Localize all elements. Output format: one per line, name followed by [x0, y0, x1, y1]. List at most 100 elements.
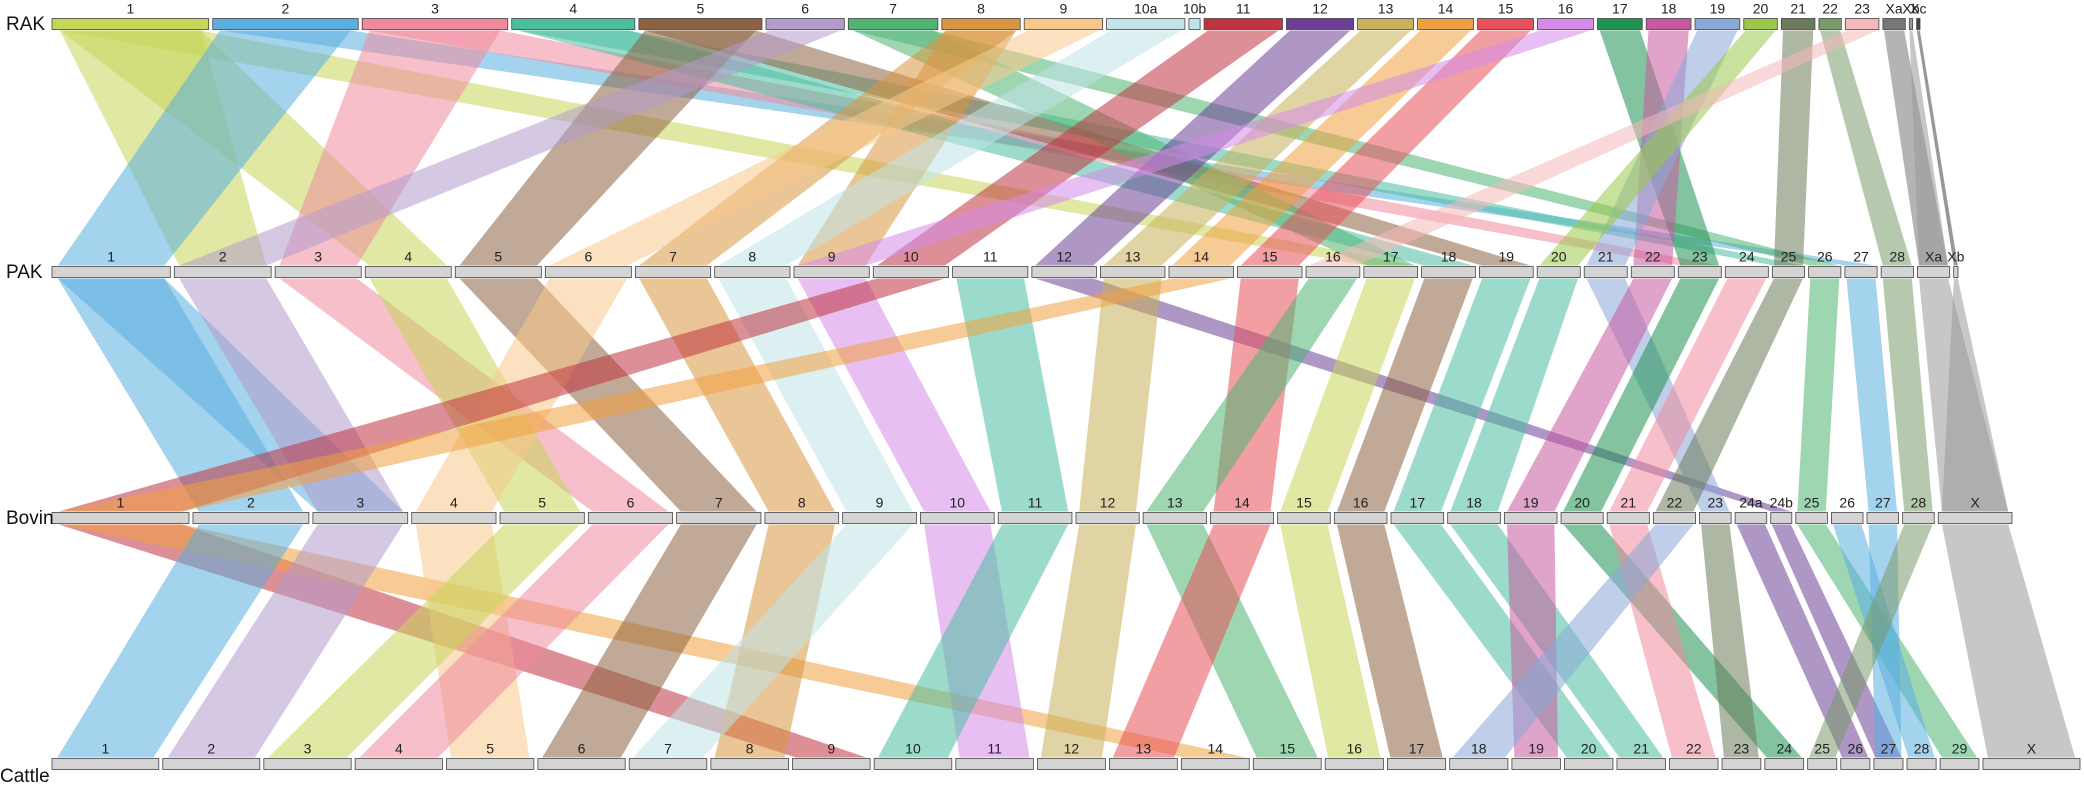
chromosome-bar[interactable]	[1536, 266, 1581, 278]
chromosome-bar[interactable]	[1937, 512, 2013, 524]
chromosome-bar[interactable]	[1286, 18, 1355, 30]
chromosome-bar[interactable]	[1023, 18, 1103, 30]
chromosome-bar[interactable]	[1630, 266, 1675, 278]
chromosome-bar[interactable]	[1694, 18, 1741, 30]
chromosome-bar[interactable]	[765, 18, 845, 30]
chromosome-bar[interactable]	[1831, 512, 1864, 524]
chromosome-bar[interactable]	[1645, 18, 1692, 30]
chromosome-bar[interactable]	[51, 758, 160, 770]
chromosome-bar[interactable]	[1583, 266, 1628, 278]
chromosome-bar[interactable]	[411, 512, 497, 524]
chromosome-bar[interactable]	[872, 266, 949, 278]
chromosome-bar[interactable]	[312, 512, 409, 524]
chromosome-bar[interactable]	[1390, 512, 1445, 524]
chromosome-bar[interactable]	[1564, 758, 1614, 770]
chromosome-bar[interactable]	[51, 266, 171, 278]
chromosome-bar[interactable]	[847, 18, 939, 30]
chromosome-bar[interactable]	[1417, 18, 1474, 30]
chromosome-bar[interactable]	[1917, 266, 1951, 278]
chromosome-bar[interactable]	[1252, 758, 1322, 770]
chromosome-bar[interactable]	[212, 18, 359, 30]
chromosome-bar[interactable]	[1560, 512, 1604, 524]
chromosome-bar[interactable]	[1031, 266, 1097, 278]
chromosome-bar[interactable]	[1844, 266, 1878, 278]
chromosome-bar[interactable]	[1652, 512, 1696, 524]
chromosome-bar[interactable]	[1421, 266, 1476, 278]
chromosome-bar[interactable]	[997, 512, 1073, 524]
chromosome-bar[interactable]	[192, 512, 310, 524]
chromosome-bar[interactable]	[1771, 266, 1806, 278]
chromosome-bar[interactable]	[1305, 266, 1361, 278]
chromosome-bar[interactable]	[1840, 758, 1871, 770]
chromosome-bar[interactable]	[1511, 758, 1561, 770]
chromosome-bar[interactable]	[634, 266, 712, 278]
chromosome-bar[interactable]	[1503, 512, 1558, 524]
chromosome-bar[interactable]	[1477, 18, 1534, 30]
chromosome-bar[interactable]	[173, 266, 272, 278]
chromosome-bar[interactable]	[1210, 512, 1275, 524]
chromosome-bar[interactable]	[1795, 512, 1828, 524]
chromosome-bar[interactable]	[499, 512, 585, 524]
chromosome-bar[interactable]	[1808, 266, 1842, 278]
chromosome-bar[interactable]	[1277, 512, 1331, 524]
chromosome-bar[interactable]	[941, 18, 1021, 30]
chromosome-bar[interactable]	[1479, 266, 1534, 278]
chromosome-bar[interactable]	[51, 512, 190, 524]
chromosome-bar[interactable]	[842, 512, 917, 524]
chromosome-bar[interactable]	[1844, 18, 1880, 30]
chromosome-bar[interactable]	[638, 18, 763, 30]
chromosome-bar[interactable]	[446, 758, 535, 770]
chromosome-bar[interactable]	[1908, 18, 1914, 30]
chromosome-bar[interactable]	[1333, 512, 1388, 524]
chromosome-bar[interactable]	[1606, 512, 1650, 524]
chromosome-bar[interactable]	[1699, 512, 1732, 524]
chromosome-bar[interactable]	[1677, 266, 1722, 278]
chromosome-bar[interactable]	[793, 266, 870, 278]
chromosome-bar[interactable]	[1363, 266, 1419, 278]
chromosome-bar[interactable]	[1780, 18, 1816, 30]
chromosome-bar[interactable]	[537, 758, 626, 770]
chromosome-bar[interactable]	[1616, 758, 1666, 770]
chromosome-bar[interactable]	[274, 266, 362, 278]
chromosome-bar[interactable]	[587, 512, 674, 524]
chromosome-bar[interactable]	[1770, 512, 1793, 524]
chromosome-bar[interactable]	[454, 266, 542, 278]
chromosome-bar[interactable]	[1387, 758, 1447, 770]
chromosome-bar[interactable]	[1734, 512, 1768, 524]
chromosome-bar[interactable]	[1357, 18, 1414, 30]
chromosome-bar[interactable]	[354, 758, 443, 770]
chromosome-bar[interactable]	[51, 18, 210, 30]
chromosome-bar[interactable]	[1597, 18, 1643, 30]
chromosome-bar[interactable]	[1537, 18, 1594, 30]
chromosome-bar[interactable]	[1880, 266, 1914, 278]
chromosome-bar[interactable]	[1075, 512, 1140, 524]
chromosome-bar[interactable]	[1203, 18, 1283, 30]
chromosome-bar[interactable]	[955, 758, 1034, 770]
chromosome-bar[interactable]	[1669, 758, 1719, 770]
chromosome-bar[interactable]	[1168, 266, 1234, 278]
chromosome-bar[interactable]	[361, 18, 509, 30]
chromosome-bar[interactable]	[1724, 266, 1769, 278]
chromosome-bar[interactable]	[952, 266, 1029, 278]
chromosome-bar[interactable]	[1237, 266, 1303, 278]
chromosome-bar[interactable]	[364, 266, 452, 278]
chromosome-bar[interactable]	[511, 18, 636, 30]
chromosome-bar[interactable]	[1866, 512, 1900, 524]
chromosome-bar[interactable]	[1324, 758, 1384, 770]
chromosome-bar[interactable]	[676, 512, 762, 524]
chromosome-bar[interactable]	[1882, 18, 1906, 30]
chromosome-bar[interactable]	[1906, 758, 1937, 770]
chromosome-bar[interactable]	[1037, 758, 1106, 770]
chromosome-bar[interactable]	[792, 758, 871, 770]
chromosome-bar[interactable]	[1807, 758, 1838, 770]
chromosome-bar[interactable]	[1939, 758, 1980, 770]
chromosome-bar[interactable]	[1902, 512, 1935, 524]
chromosome-bar[interactable]	[1953, 266, 1959, 278]
chromosome-bar[interactable]	[764, 512, 840, 524]
chromosome-bar[interactable]	[873, 758, 953, 770]
chromosome-bar[interactable]	[1449, 758, 1509, 770]
chromosome-bar[interactable]	[1142, 512, 1207, 524]
chromosome-bar[interactable]	[1818, 18, 1842, 30]
chromosome-bar[interactable]	[1180, 758, 1250, 770]
chromosome-bar[interactable]	[544, 266, 632, 278]
